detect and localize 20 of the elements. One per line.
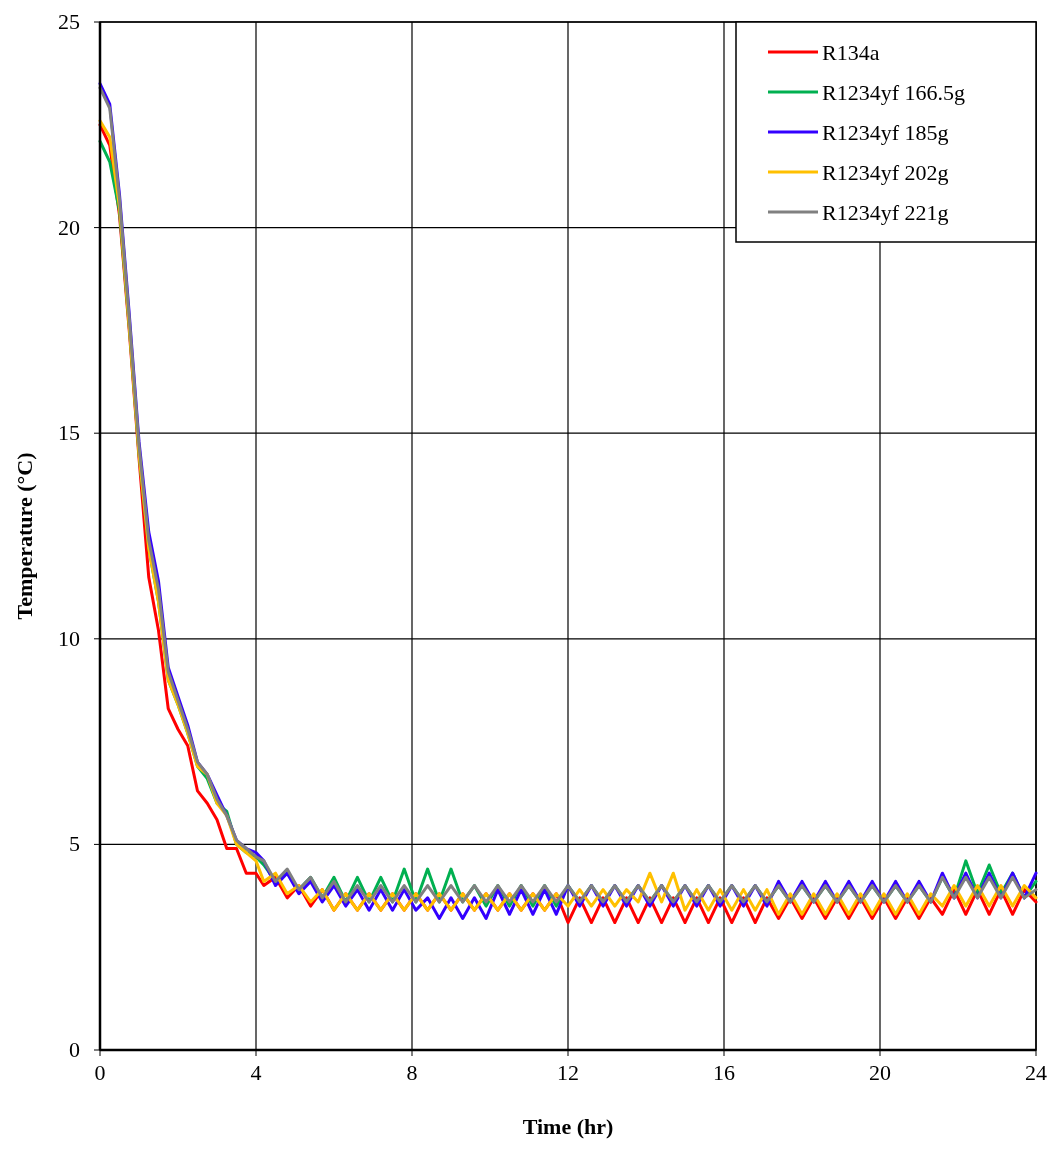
legend-label: R134a	[822, 40, 880, 65]
legend-label: R1234yf 202g	[822, 160, 949, 185]
y-tick-label: 0	[69, 1037, 80, 1062]
y-tick-label: 20	[58, 214, 80, 240]
x-tick-label: 4	[250, 1060, 262, 1085]
y-tick-label: 15	[58, 420, 80, 446]
x-tick-label: 0	[94, 1060, 106, 1085]
x-tick-label: 24	[1025, 1060, 1047, 1085]
y-tick-label: 10	[58, 625, 80, 651]
x-tick-label: 20	[869, 1060, 891, 1085]
legend-label: R1234yf 221g	[822, 200, 949, 225]
x-tick-label: 16	[713, 1060, 735, 1085]
x-axis-title: Time (hr)	[522, 1114, 614, 1139]
y-tick-label: 25	[58, 9, 80, 34]
y-axis-title: Temperature (°C)	[12, 452, 37, 620]
y-tick-label: 5	[69, 831, 80, 857]
x-tick-label: 12	[557, 1060, 579, 1085]
legend-label: R1234yf 166.5g	[822, 80, 965, 105]
legend-label: R1234yf 185g	[822, 120, 949, 145]
x-tick-label: 8	[406, 1060, 418, 1085]
